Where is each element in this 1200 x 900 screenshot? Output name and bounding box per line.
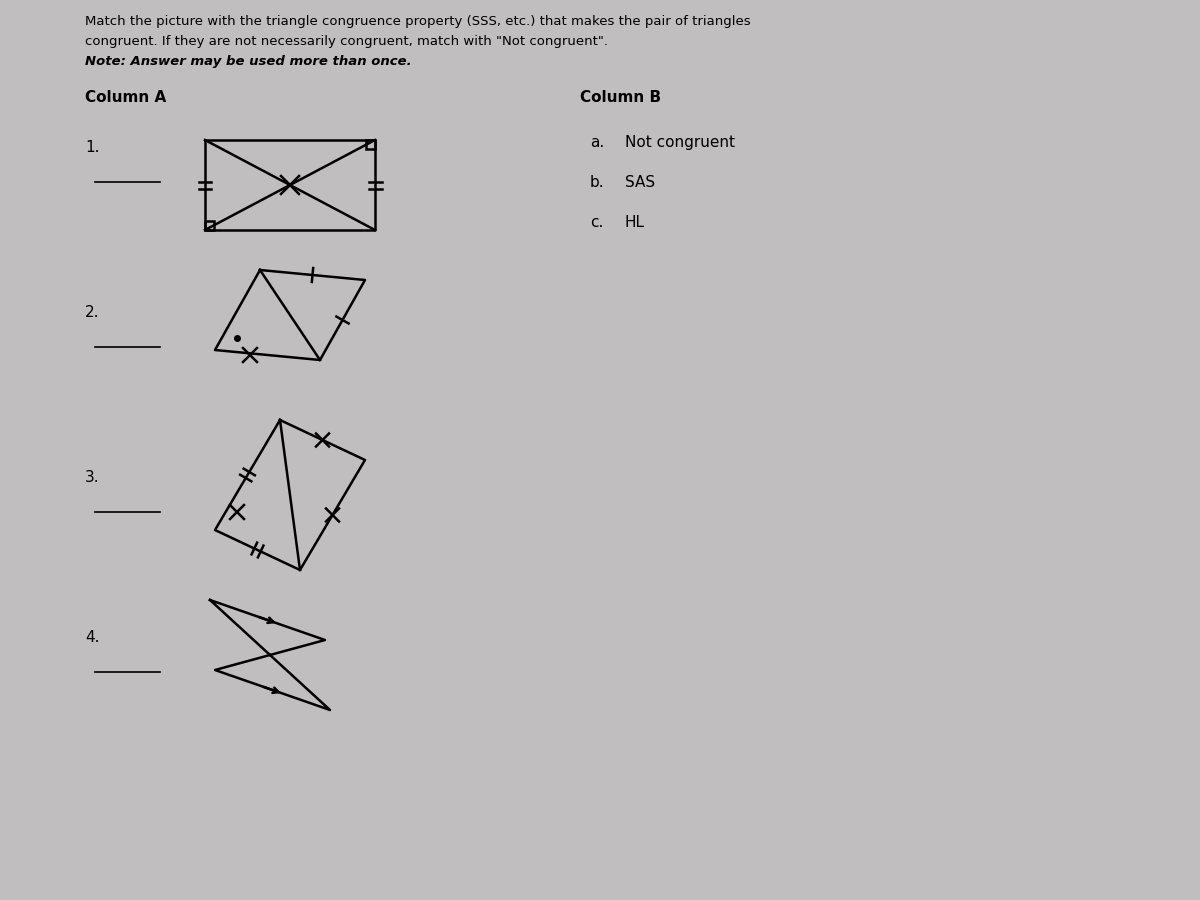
Text: 1.: 1. [85,140,100,155]
Text: c.: c. [590,215,604,230]
Text: a.: a. [590,135,605,150]
Text: HL: HL [625,215,646,230]
Text: Column A: Column A [85,90,167,105]
Text: Not congruent: Not congruent [625,135,734,150]
Text: SAS: SAS [625,175,655,190]
Text: 4.: 4. [85,630,100,645]
Text: 2.: 2. [85,305,100,320]
Text: Note: Answer may be used more than once.: Note: Answer may be used more than once. [85,55,412,68]
Text: b.: b. [590,175,605,190]
Text: 3.: 3. [85,470,100,485]
Text: Column B: Column B [580,90,661,105]
Text: congruent. If they are not necessarily congruent, match with "Not congruent".: congruent. If they are not necessarily c… [85,35,608,48]
Text: Match the picture with the triangle congruence property (SSS, etc.) that makes t: Match the picture with the triangle cong… [85,15,751,28]
